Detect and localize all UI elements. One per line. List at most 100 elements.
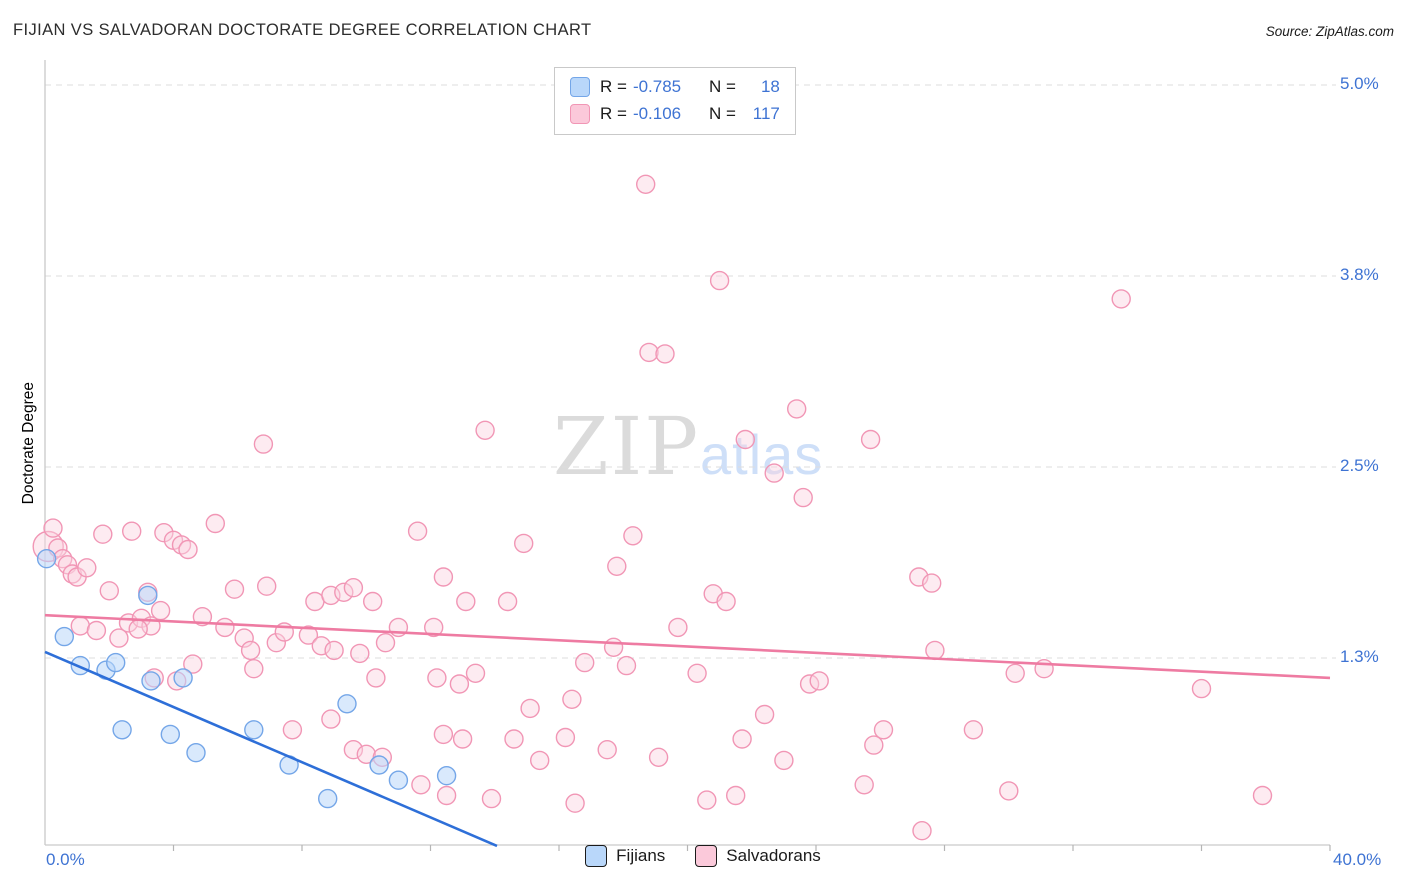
salvadorans-point (1191, 678, 1212, 699)
salvadorans-point (321, 709, 341, 729)
r-value: -0.785 (632, 77, 682, 96)
fijians-point (244, 720, 264, 740)
salvadorans-point (668, 617, 688, 638)
salvadorans-point (636, 174, 656, 195)
salvadorans-point (925, 640, 945, 661)
fijian-swatch-icon (585, 845, 608, 867)
salvadorans-point (215, 617, 235, 638)
salvadorans-point (860, 429, 881, 450)
salvadorans-point (697, 790, 717, 810)
salvadorans-point (343, 578, 364, 598)
salvadorans-point (963, 720, 984, 740)
salvadorans-point (70, 616, 91, 636)
salvadorans-point (497, 591, 518, 612)
salvadorans-point (764, 463, 784, 483)
salvadorans-point (648, 747, 669, 767)
fijians-point (138, 585, 158, 606)
salvadorans-point (1252, 785, 1273, 806)
y-axis-label: 2.5% (1340, 456, 1379, 475)
salvadorans-point (99, 581, 120, 601)
fijians-point (160, 724, 181, 745)
legend-label-fijians: Fijians (616, 846, 666, 865)
salvadorans-point (475, 420, 495, 440)
salvadorans-point (481, 788, 502, 809)
salvadorans-point (205, 513, 226, 534)
series-legend: Fijians Salvadorans (0, 845, 1406, 867)
salvadoran-swatch-icon (570, 104, 590, 124)
salvadorans-point (732, 729, 752, 749)
r-label: R = (600, 77, 627, 96)
salvadorans-point (726, 785, 746, 806)
salvadorans-point (709, 270, 730, 291)
salvadorans-point (424, 617, 444, 638)
x-axis-max-label: 40.0% (1333, 850, 1382, 869)
salvadorans-point (639, 342, 659, 363)
salvadorans-point (716, 591, 736, 612)
salvadorans-point (452, 729, 473, 749)
watermark-atlas: atlas (700, 423, 824, 486)
y-axis-label: 3.8% (1340, 265, 1379, 284)
salvadorans-point (465, 663, 486, 683)
fijians-point (141, 671, 161, 691)
salvadorans-point (735, 429, 755, 450)
fijians-point (337, 694, 357, 714)
fijians-trend-line (44, 650, 498, 848)
salvadorans-point (1111, 289, 1131, 309)
salvadorans-point (597, 740, 617, 760)
salvadorans-point (655, 344, 675, 364)
fijians-point (436, 766, 457, 786)
salvadorans-point (305, 591, 325, 612)
fijians-point (54, 626, 75, 647)
salvadorans-point (616, 655, 637, 676)
salvadorans-point (514, 533, 534, 554)
salvadorans-point (192, 607, 213, 627)
salvadorans-point (1005, 663, 1025, 683)
fijians-point (318, 788, 338, 809)
salvadorans-point (266, 633, 286, 653)
fijian-swatch-icon (570, 77, 590, 97)
salvadorans-point (77, 558, 97, 578)
fijians-point (186, 743, 206, 763)
salvadorans-point (427, 668, 447, 688)
fijians-point (369, 755, 389, 775)
salvadorans-point (520, 698, 540, 719)
salvadorans-point (244, 659, 264, 679)
salvadorans-point (407, 521, 428, 541)
fijians-point (388, 770, 409, 790)
watermark-zip: ZIP (553, 400, 701, 493)
x-axis-min-label: 0.0% (46, 850, 85, 869)
salvadorans-point (334, 582, 354, 602)
salvadorans-point (86, 620, 107, 641)
salvadorans-point (854, 775, 874, 795)
salvadorans-point (183, 654, 203, 674)
fijians-point (112, 720, 132, 740)
legend-item-salvadorans: Salvadorans (695, 845, 821, 867)
salvadorans-point (623, 526, 643, 546)
n-label: N = (708, 104, 736, 123)
legend-row-fijians: R = -0.785 N = 18 (570, 77, 780, 97)
salvadorans-point (809, 671, 829, 691)
salvadorans-point (565, 793, 585, 813)
salvadorans-point (234, 628, 254, 648)
source-link[interactable]: Source: ZipAtlas.com (1265, 24, 1394, 39)
fijians-point (105, 652, 126, 673)
salvadorans-point (754, 704, 775, 725)
salvadorans-point (575, 652, 595, 673)
salvadorans-point (282, 720, 303, 740)
n-label: N = (708, 77, 736, 96)
legend-label-salvadorans: Salvadorans (726, 846, 821, 865)
fijians-point (36, 549, 57, 569)
r-value: -0.106 (632, 104, 682, 123)
salvadorans-point (456, 591, 476, 612)
n-value: 18 (760, 77, 780, 96)
salvadorans-point (178, 539, 198, 560)
r-label: R = (600, 104, 627, 123)
salvadorans-point (350, 643, 370, 664)
salvadorans-point (562, 689, 582, 709)
salvadorans-point (298, 625, 319, 645)
salvadorans-point (366, 668, 386, 688)
fijians-point (173, 668, 193, 688)
salvadorans-point (873, 720, 894, 740)
